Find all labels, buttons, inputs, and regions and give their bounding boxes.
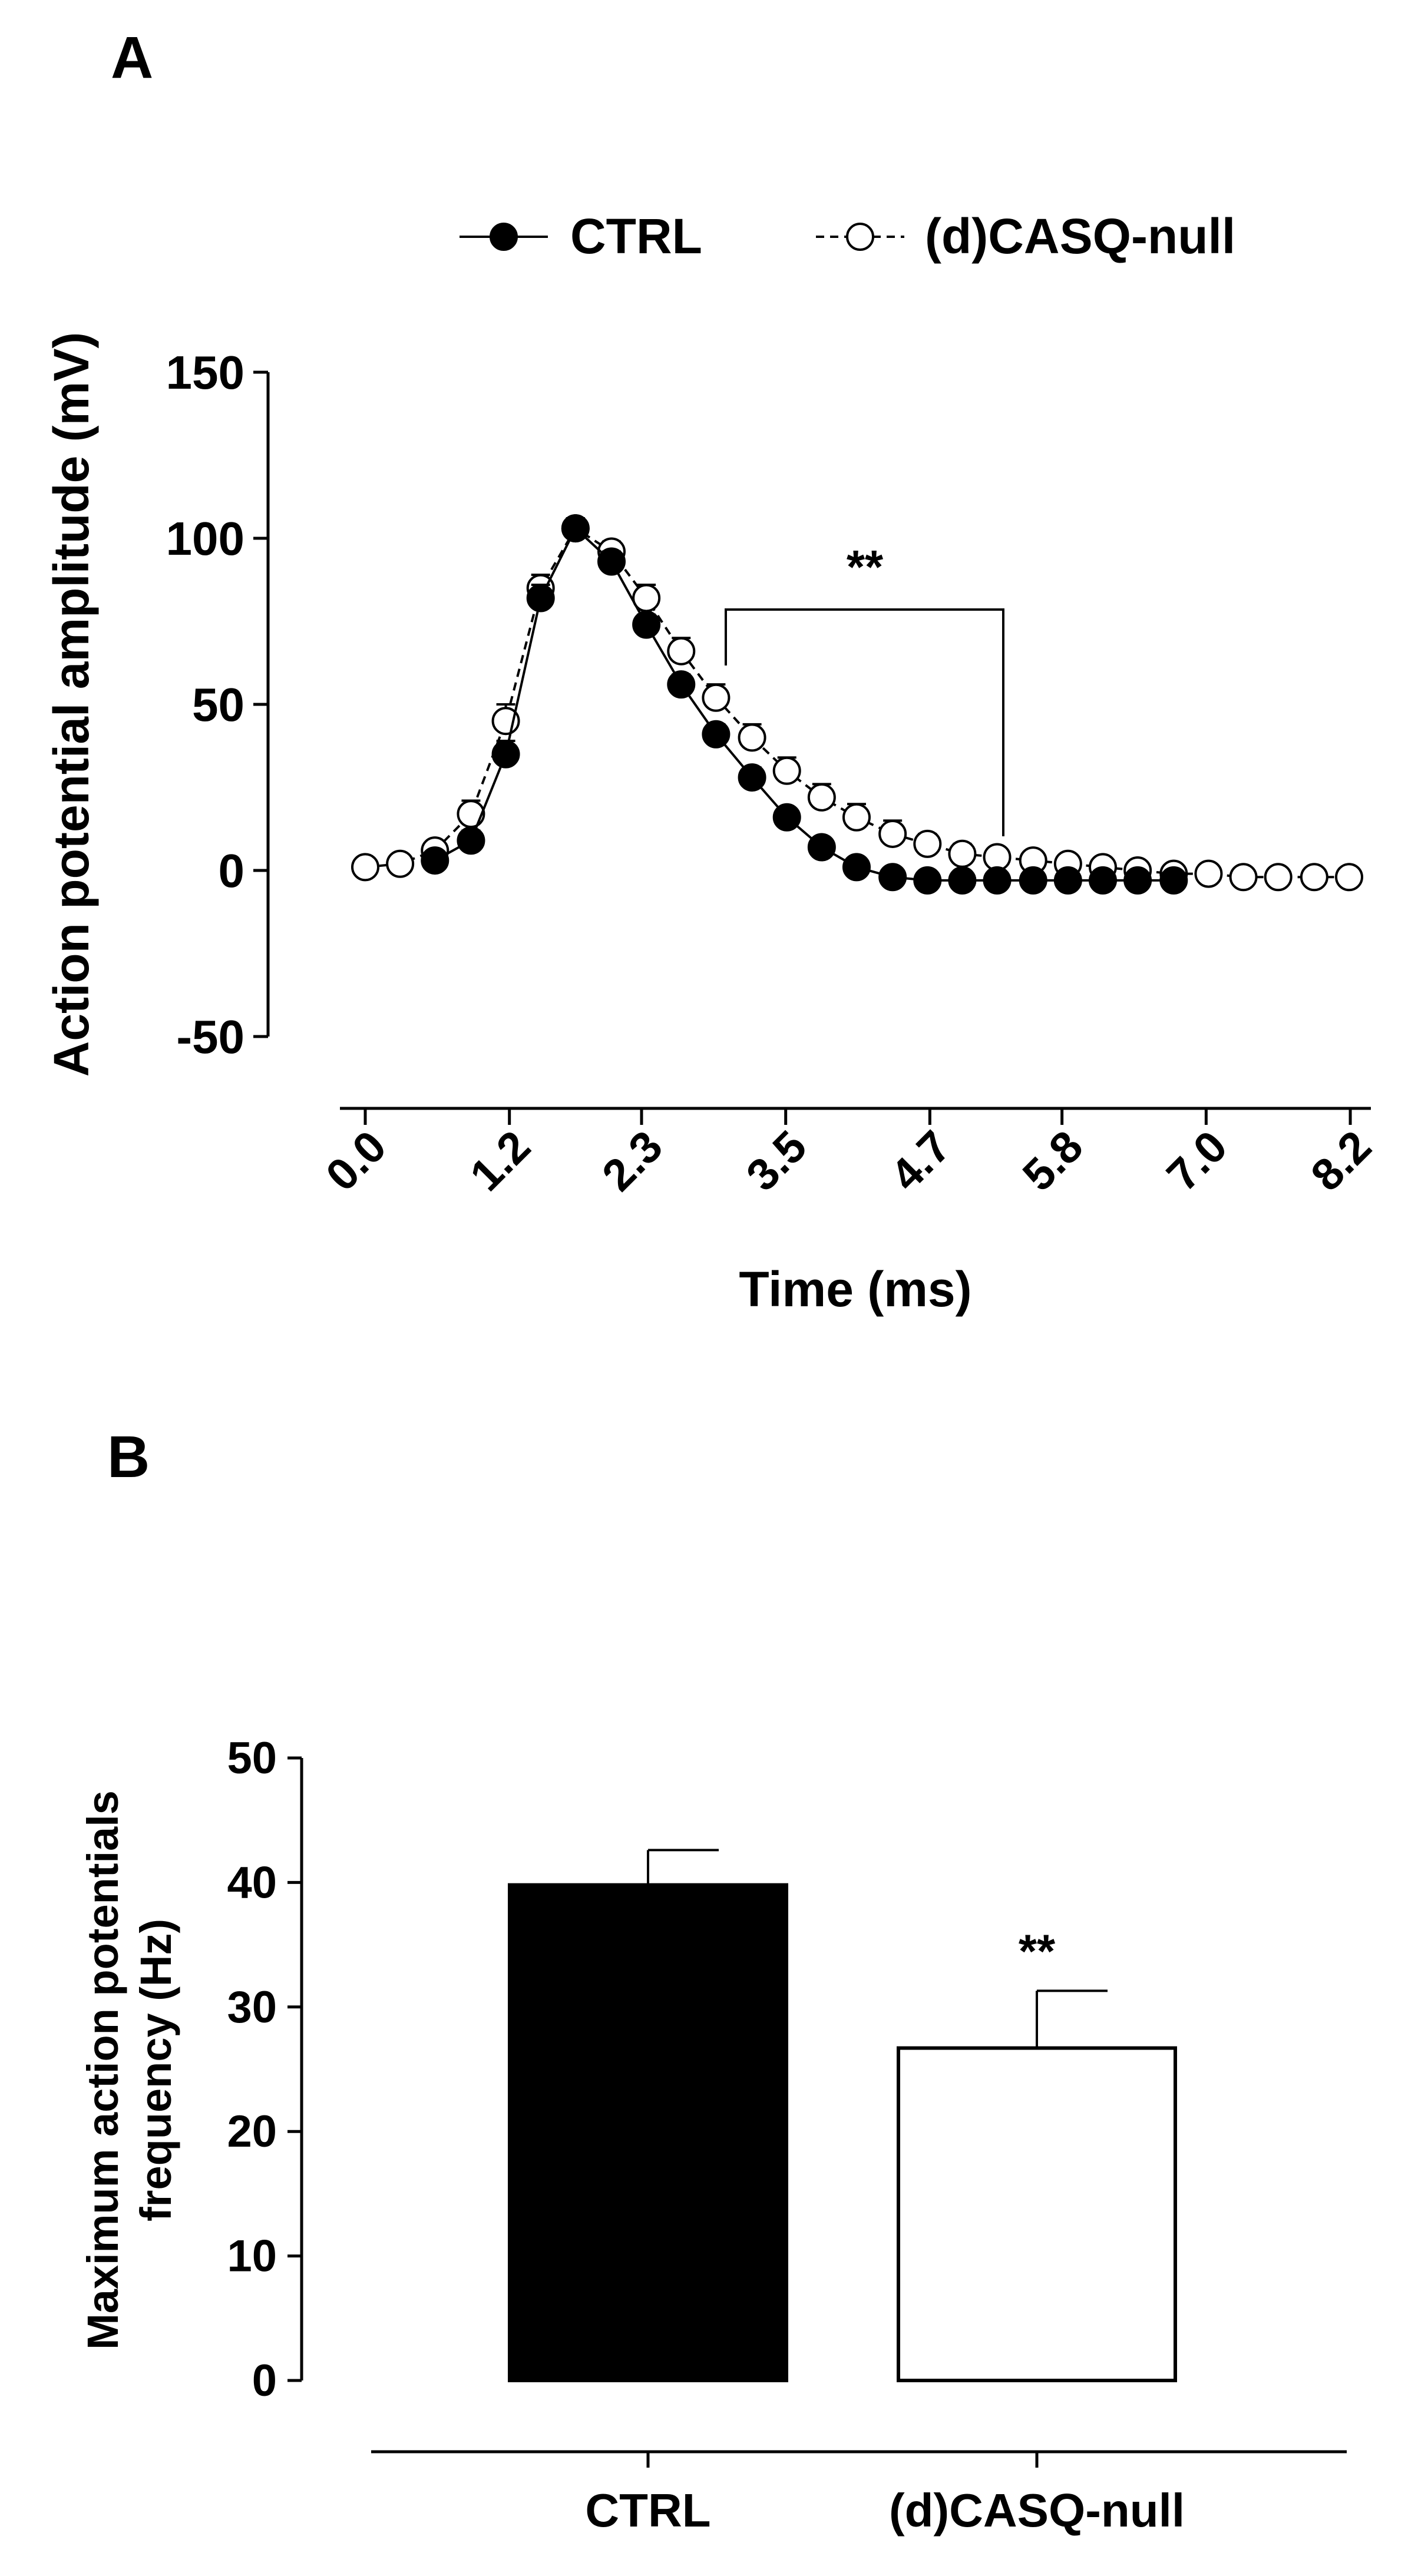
data-point-ctrl bbox=[491, 740, 520, 769]
data-point-ctrl bbox=[1053, 866, 1082, 895]
x-tick-label: 7.0 bbox=[1158, 1121, 1237, 1201]
x-tick-label: 4.7 bbox=[881, 1121, 961, 1201]
legend-null-marker bbox=[846, 223, 874, 251]
data-point-ctrl bbox=[421, 846, 449, 875]
data-point-ctrl bbox=[948, 866, 977, 895]
data-point-null bbox=[842, 803, 871, 832]
data-point-null bbox=[878, 819, 907, 848]
data-point-null bbox=[807, 783, 836, 812]
x-category-label: CTRL bbox=[585, 2484, 710, 2537]
y-tick-label: 50 bbox=[192, 678, 244, 731]
y-axis-title-a: Action potential amplitude (mV) bbox=[44, 332, 99, 1077]
y-ticks-a: 150 100 50 0 -50 bbox=[166, 346, 268, 1063]
y-axis-title-b-line1: Maximum action potentials bbox=[78, 1790, 127, 2350]
data-point-ctrl bbox=[561, 514, 590, 543]
data-point-null bbox=[1264, 863, 1293, 892]
data-point-ctrl bbox=[807, 833, 836, 862]
data-point-ctrl bbox=[1123, 866, 1152, 895]
panel-b-label: B bbox=[107, 1424, 150, 1490]
legend-a: CTRL (d)CASQ-null bbox=[460, 208, 1235, 264]
x-ticks-a: 0.0 1.2 2.3 3.5 4.7 5.8 7.0 8.2 bbox=[316, 1108, 1381, 1201]
data-point-ctrl bbox=[457, 826, 485, 855]
data-point-null bbox=[1335, 863, 1363, 892]
data-point-ctrl bbox=[632, 610, 661, 639]
data-point-ctrl bbox=[667, 670, 696, 699]
x-tick-label: 5.8 bbox=[1013, 1121, 1093, 1201]
data-point-null bbox=[351, 853, 379, 882]
data-point-ctrl bbox=[526, 584, 555, 612]
data-point-null bbox=[913, 829, 942, 858]
data-point-null bbox=[667, 637, 696, 665]
data-point-null bbox=[457, 800, 485, 829]
legend-ctrl-label: CTRL bbox=[570, 208, 702, 264]
data-point-ctrl bbox=[702, 720, 731, 749]
y-axis-title-b-line2: frequency (Hz) bbox=[131, 1919, 180, 2221]
plot-area-a bbox=[351, 514, 1363, 895]
data-point-null bbox=[948, 839, 977, 868]
data-point-ctrl bbox=[842, 853, 871, 882]
x-tick-label: 8.2 bbox=[1301, 1121, 1381, 1201]
y-tick-label: 50 bbox=[227, 1733, 277, 1783]
data-point-null bbox=[738, 723, 766, 752]
data-point-ctrl bbox=[1088, 866, 1117, 895]
significance-bracket-a: ** bbox=[725, 541, 1004, 836]
data-point-ctrl bbox=[1019, 866, 1047, 895]
x-tick-label: 3.5 bbox=[737, 1121, 817, 1201]
plot-area-b: CTRL (d)CASQ-null ** bbox=[508, 1849, 1185, 2537]
y-tick-label: 30 bbox=[227, 1982, 277, 2032]
x-axis-title-a: Time (ms) bbox=[739, 1261, 971, 1317]
y-tick-label: 150 bbox=[166, 346, 244, 399]
data-point-ctrl bbox=[983, 866, 1012, 895]
x-category-label: (d)CASQ-null bbox=[889, 2484, 1185, 2537]
data-point-ctrl bbox=[1159, 866, 1188, 895]
series-ctrl-line bbox=[434, 526, 1174, 882]
x-tick-label: 1.2 bbox=[461, 1121, 540, 1201]
data-point-ctrl bbox=[772, 803, 801, 832]
data-point-null bbox=[1300, 863, 1328, 892]
y-tick-label: -50 bbox=[176, 1011, 244, 1063]
y-tick-label: 10 bbox=[227, 2231, 277, 2282]
significance-label-b: ** bbox=[1019, 1925, 1056, 1977]
y-tick-label: 0 bbox=[252, 2356, 277, 2406]
y-tick-label: 0 bbox=[219, 845, 245, 897]
data-point-null bbox=[772, 756, 801, 785]
data-point-null bbox=[386, 849, 415, 878]
legend-null-label: (d)CASQ-null bbox=[925, 208, 1235, 264]
x-tick-label: 2.3 bbox=[593, 1121, 672, 1201]
significance-label-a: ** bbox=[847, 541, 884, 593]
y-tick-label: 20 bbox=[227, 2107, 277, 2157]
data-point-null bbox=[1229, 863, 1258, 892]
data-point-null bbox=[1194, 859, 1223, 888]
y-ticks-b: 50 40 30 20 10 0 bbox=[227, 1733, 302, 2406]
panel-a-label: A bbox=[111, 25, 153, 91]
data-point-ctrl bbox=[738, 763, 766, 792]
bar-null bbox=[897, 2046, 1177, 2382]
panel-a: A CTRL (d)CASQ-null 150 100 50 0 -50 0.0 1.2 2… bbox=[44, 25, 1381, 1317]
data-point-null bbox=[702, 683, 731, 712]
x-tick-label: 0.0 bbox=[316, 1121, 396, 1201]
data-point-ctrl bbox=[878, 863, 907, 892]
y-tick-label: 40 bbox=[227, 1857, 277, 1908]
y-tick-label: 100 bbox=[166, 512, 244, 565]
data-point-null bbox=[983, 843, 1012, 872]
data-point-ctrl bbox=[913, 866, 942, 895]
data-point-ctrl bbox=[597, 547, 626, 576]
legend-ctrl-marker bbox=[490, 223, 518, 251]
bar-ctrl bbox=[508, 1883, 788, 2382]
